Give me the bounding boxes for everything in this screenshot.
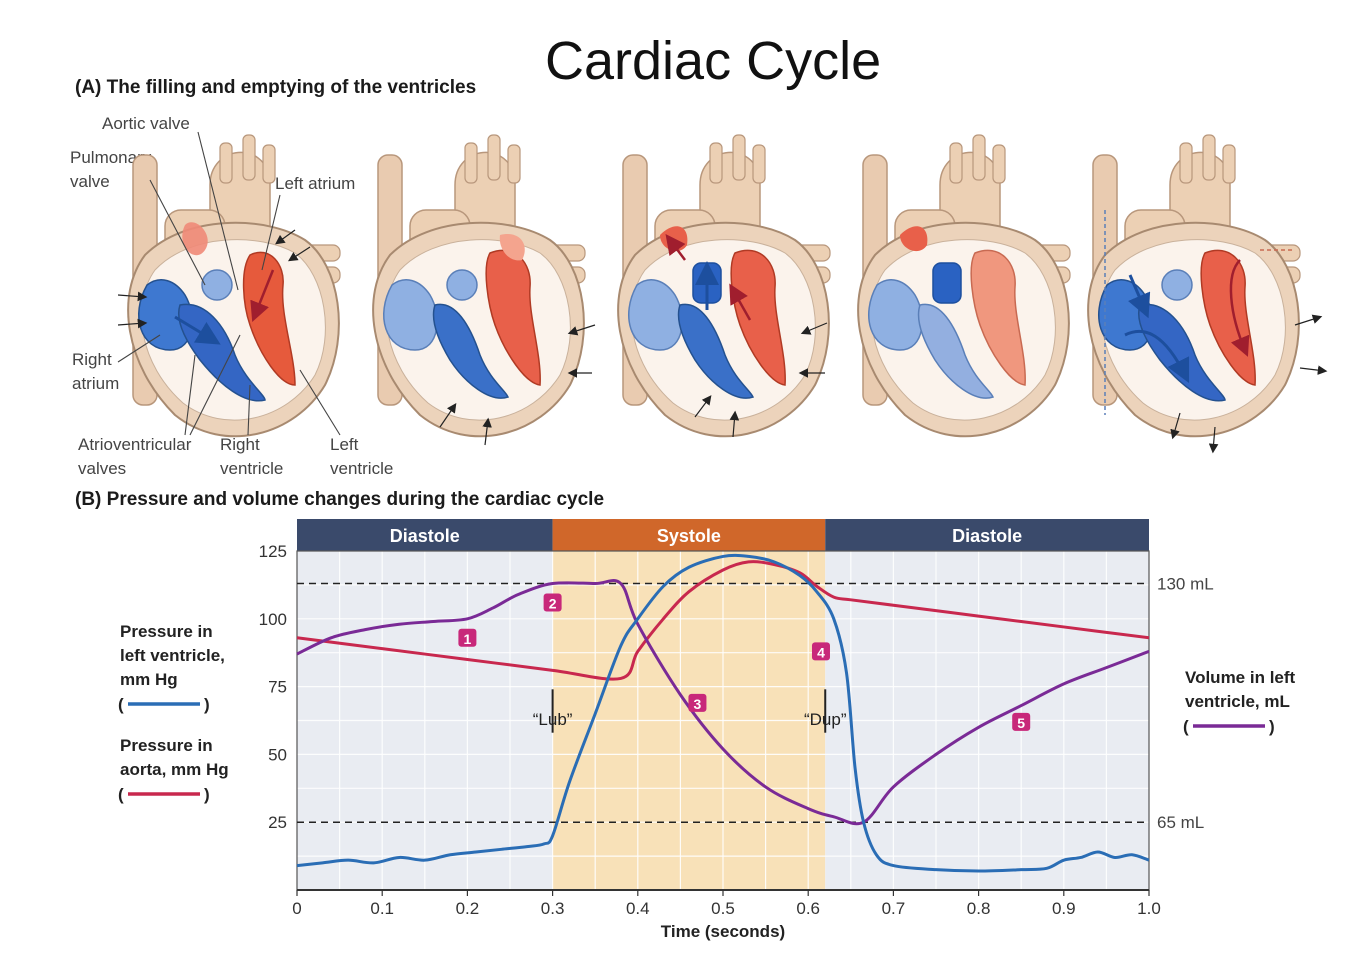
label-left-atrium: Left atrium — [275, 174, 356, 193]
phase-marker-5 — [1012, 712, 1031, 731]
legend-lv-line-2: left ventricle, — [120, 646, 225, 665]
heart-sound-label-1: “Dup” — [804, 710, 847, 729]
x-tick-label: 0.8 — [967, 899, 991, 918]
label-pulmonary-valve-2: valve — [70, 172, 110, 191]
phase-marker-2 — [543, 593, 562, 612]
legend-volume-line-2: ventricle, mL — [1185, 692, 1290, 711]
heart-stage-4 — [857, 134, 1071, 438]
heart-stage-3 — [617, 134, 831, 438]
label-right-ventricle-2: ventricle — [220, 459, 284, 478]
label-right-atrium-1: Right — [72, 350, 112, 369]
reference-label: 65 mL — [1157, 813, 1204, 832]
y-tick-label: 75 — [268, 678, 287, 697]
phase-label-2: Diastole — [952, 526, 1022, 546]
phase-header-1 — [552, 519, 826, 551]
reference-label: 130 mL — [1157, 575, 1214, 594]
label-right-atrium-2: atrium — [72, 374, 120, 393]
phase-label-0: Diastole — [390, 526, 460, 546]
phase-marker-1 — [458, 628, 477, 647]
svg-text:(: ( — [118, 695, 124, 714]
heart-sound-label-0: “Lub” — [533, 710, 573, 729]
phase-header-0 — [297, 519, 553, 551]
label-aortic-valve: Aortic valve — [102, 114, 190, 133]
phase-header-2 — [825, 519, 1149, 551]
heart-stage-2 — [372, 134, 596, 446]
legend-aorta-line-2: aorta, mm Hg — [120, 760, 229, 779]
series-lv-pressure — [296, 553, 1150, 873]
label-av-valves-2: valves — [78, 459, 127, 478]
x-tick-label: 0.9 — [1052, 899, 1076, 918]
y-tick-label: 100 — [259, 610, 287, 629]
x-axis-label: Time (seconds) — [661, 922, 785, 941]
y-tick-label: 25 — [268, 813, 287, 832]
heart-stage-5 — [1087, 134, 1328, 454]
legend-aorta-pressure: Pressure in aorta, mm Hg — [120, 734, 229, 782]
legend-volume-line-1: Volume in left — [1185, 668, 1296, 687]
phase-marker-label-4: 4 — [817, 644, 825, 660]
phase-marker-4 — [811, 642, 830, 661]
section-a-title: (A) The filling and emptying of the vent… — [75, 77, 477, 98]
svg-text:(: ( — [1183, 717, 1189, 736]
x-tick-label: 0.2 — [456, 899, 480, 918]
phase-label-1: Systole — [657, 526, 721, 546]
x-tick-label: 0.6 — [796, 899, 820, 918]
x-tick-label: 0.1 — [370, 899, 394, 918]
leader-lines — [117, 131, 341, 436]
phase-marker-label-1: 1 — [464, 631, 472, 647]
heart-stage-1 — [117, 134, 341, 438]
legend-aorta-swatch: ( ) — [118, 785, 210, 804]
x-tick-label: 0.5 — [711, 899, 735, 918]
legend-volume-swatch: ( ) — [1183, 717, 1275, 736]
main-title: Cardiac Cycle — [545, 31, 882, 91]
legend-aorta-line-1: Pressure in — [120, 736, 213, 755]
legend-lv-pressure: Pressure in left ventricle, mm Hg — [120, 620, 225, 692]
x-tick-label: 0 — [292, 899, 301, 918]
heart-illustrations — [117, 131, 1328, 454]
phase-marker-label-5: 5 — [1017, 715, 1025, 731]
y-tick-label: 125 — [259, 542, 287, 561]
svg-text:): ) — [1269, 717, 1275, 736]
label-left-ventricle-2: ventricle — [330, 459, 394, 478]
phase-marker-label-3: 3 — [694, 696, 702, 712]
legend-volume: Volume in left ventricle, mL — [1185, 666, 1295, 714]
phase-marker-label-2: 2 — [549, 596, 557, 612]
legend-lv-line-3: mm Hg — [120, 670, 178, 689]
svg-text:(: ( — [118, 785, 124, 804]
legend-lv-line-1: Pressure in — [120, 622, 213, 641]
svg-text:): ) — [204, 695, 210, 714]
phase-marker-3 — [688, 693, 707, 712]
x-tick-label: 0.3 — [541, 899, 565, 918]
label-pulmonary-valve-1: Pulmonary — [70, 148, 152, 167]
y-tick-label: 50 — [268, 745, 287, 764]
svg-text:): ) — [204, 785, 210, 804]
x-tick-label: 1.0 — [1137, 899, 1161, 918]
label-av-valves-1: Atrioventricular — [78, 435, 192, 454]
x-tick-label: 0.4 — [626, 899, 650, 918]
series-volume — [296, 579, 1150, 826]
label-left-ventricle-1: Left — [330, 435, 359, 454]
section-b-title: (B) Pressure and volume changes during t… — [75, 489, 605, 510]
x-tick-label: 0.7 — [882, 899, 906, 918]
label-right-ventricle-1: Right — [220, 435, 260, 454]
legend-lv-swatch: ( ) — [118, 695, 210, 714]
series-aorta-pressure — [296, 560, 1150, 681]
